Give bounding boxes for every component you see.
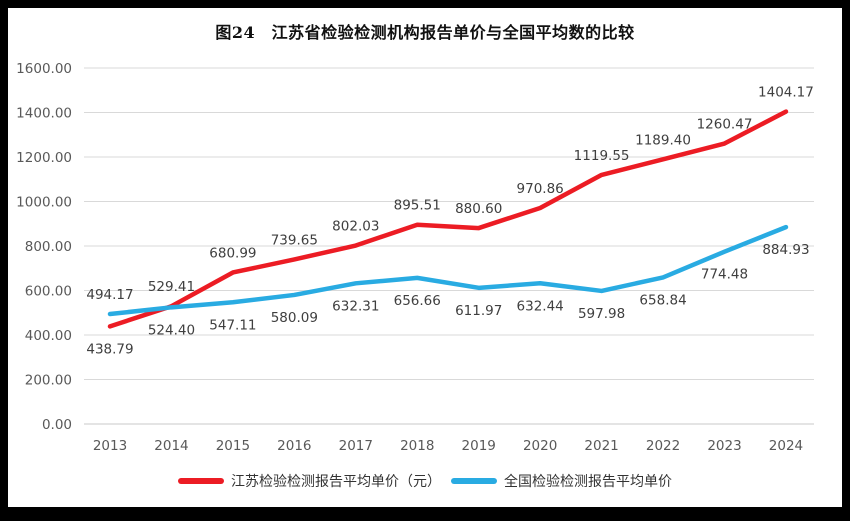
data-label-series-1: 632.44 <box>517 298 564 314</box>
x-axis-tick-label: 2024 <box>769 438 803 454</box>
x-axis-tick-label: 2013 <box>93 438 127 454</box>
y-axis-tick-label: 800.00 <box>25 239 72 255</box>
x-axis-tick-label: 2023 <box>707 438 741 454</box>
x-axis-tick-label: 2019 <box>462 438 496 454</box>
data-label-series-0: 802.03 <box>332 219 379 235</box>
x-axis-tick-label: 2018 <box>400 438 434 454</box>
x-axis-tick-label: 2015 <box>216 438 250 454</box>
x-axis-tick-label: 2017 <box>339 438 373 454</box>
data-label-series-0: 895.51 <box>394 198 441 214</box>
data-label-series-0: 680.99 <box>209 245 256 261</box>
y-axis-tick-label: 1400.00 <box>16 106 72 122</box>
data-label-series-1: 656.66 <box>394 293 441 309</box>
data-label-series-0: 880.60 <box>455 201 502 217</box>
data-label-series-1: 580.09 <box>271 310 318 326</box>
data-label-series-0: 970.86 <box>517 181 564 197</box>
data-label-series-1: 884.93 <box>762 242 809 258</box>
y-axis-tick-label: 1000.00 <box>16 195 72 211</box>
y-axis-tick-label: 200.00 <box>25 373 72 389</box>
y-axis-tick-label: 0.00 <box>42 417 72 433</box>
y-axis-tick-label: 1200.00 <box>16 150 72 166</box>
x-axis-tick-label: 2016 <box>277 438 311 454</box>
x-axis-tick-label: 2020 <box>523 438 557 454</box>
y-axis-tick-label: 600.00 <box>25 284 72 300</box>
series-line-1 <box>107 224 789 317</box>
data-label-series-0: 1119.55 <box>574 148 630 164</box>
national-series-swatch-icon <box>451 478 497 484</box>
x-axis-tick-label: 2021 <box>584 438 618 454</box>
x-axis-tick-label: 2022 <box>646 438 680 454</box>
legend-label-jiangsu: 江苏检验检测报告平均单价（元） <box>231 474 441 490</box>
y-axis-tick-label: 400.00 <box>25 328 72 344</box>
chart-legend: 江苏检验检测报告平均单价（元） 全国检验检测报告平均单价 <box>8 471 842 491</box>
data-label-series-1: 524.40 <box>148 322 195 338</box>
data-label-series-0: 1189.40 <box>635 132 691 148</box>
data-label-series-1: 632.31 <box>332 298 379 314</box>
data-label-series-1: 658.84 <box>639 292 686 308</box>
legend-label-national: 全国检验检测报告平均单价 <box>504 474 672 490</box>
data-label-series-0: 739.65 <box>271 232 318 248</box>
y-axis-tick-label: 1600.00 <box>16 61 72 77</box>
data-label-series-1: 611.97 <box>455 303 502 319</box>
series-line-0 <box>107 109 789 329</box>
chart-area: 图24 江苏省检验检测机构报告单价与全国平均数的比较 0.00 200.00 400… <box>8 8 842 507</box>
data-label-series-1: 774.48 <box>701 267 748 283</box>
x-axis-tick-label: 2014 <box>154 438 188 454</box>
data-label-series-1: 597.98 <box>578 306 625 322</box>
data-label-series-0: 1404.17 <box>758 85 814 101</box>
data-label-series-0: 1260.47 <box>697 117 753 133</box>
legend-item-national: 全国检验检测报告平均单价 <box>451 471 672 491</box>
data-label-series-0: 438.79 <box>86 341 133 357</box>
data-label-series-0: 529.41 <box>148 279 195 295</box>
data-label-series-1: 494.17 <box>86 287 133 303</box>
data-label-series-1: 547.11 <box>209 317 256 333</box>
chart-title: 图24 江苏省检验检测机构报告单价与全国平均数的比较 <box>215 23 635 42</box>
line-chart-plot: 0.00 200.00 400.00 600.00 800.00 1000.00 1200.… <box>16 61 814 454</box>
jiangsu-series-swatch-icon <box>178 478 224 484</box>
legend-item-jiangsu: 江苏检验检测报告平均单价（元） <box>178 471 441 491</box>
